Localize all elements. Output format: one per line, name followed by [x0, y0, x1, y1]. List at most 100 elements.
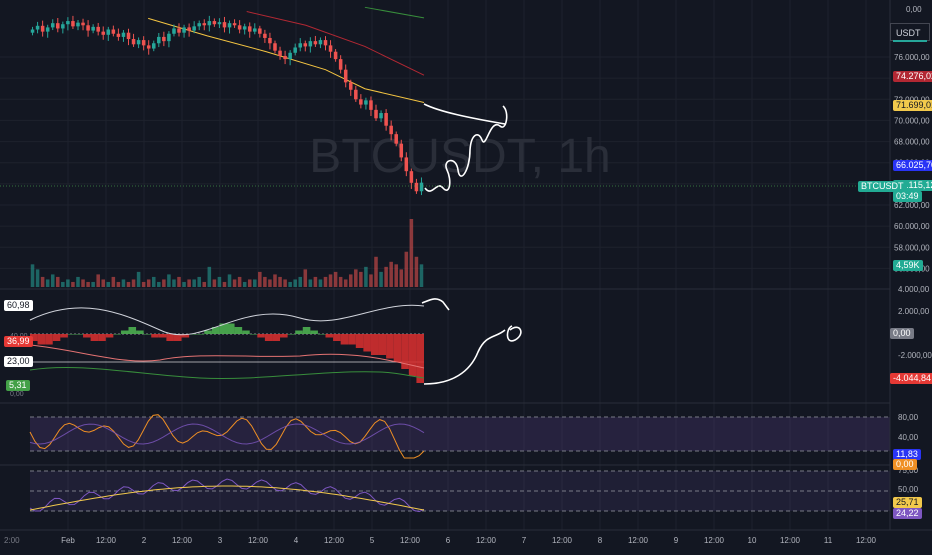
candle	[384, 109, 388, 131]
macd-histogram-bar	[181, 334, 190, 338]
candle	[81, 18, 85, 31]
scale-tick-label: 2.000,00	[898, 307, 930, 316]
candle	[263, 29, 267, 43]
macd-histogram-bar	[333, 334, 341, 341]
user-drawings[interactable]	[421, 103, 522, 385]
time-tick-label: 12:00	[324, 536, 345, 545]
price-tick-label: 62.000,00	[894, 201, 930, 210]
volume-bar	[106, 281, 111, 287]
macd-histogram-bar	[83, 334, 91, 338]
stoch-label-d: 25,71	[893, 497, 922, 508]
volume-bar	[182, 281, 186, 287]
candle	[359, 94, 363, 109]
volume-bar	[56, 276, 60, 287]
macd-histogram-bar	[264, 334, 273, 341]
macd-histogram-bar	[30, 334, 38, 341]
macd-histogram-bar	[378, 334, 387, 355]
volume-bar	[313, 276, 318, 287]
candle	[348, 79, 353, 96]
volume-bar	[141, 281, 146, 287]
scale-tick-label: 4.000,00	[898, 285, 930, 294]
price-label-ma-yellow: 71.699,01	[893, 100, 932, 111]
volume-bar	[30, 264, 35, 287]
moving-average-line	[148, 17, 425, 103]
time-axis[interactable]: Feb 12:00 2 12:00 3 12:00 4 12:00 5 12:00 6 12:00 7 1…	[61, 536, 876, 545]
volume-bar	[131, 279, 136, 287]
volume-bar	[177, 276, 181, 287]
time-tick-label: 3	[218, 536, 223, 545]
candle	[222, 16, 227, 33]
currency-button[interactable]: USDT	[890, 23, 930, 42]
volume-bar	[369, 274, 373, 287]
rsi-label-zero: 0,00	[893, 459, 917, 470]
volume-bar	[409, 219, 414, 287]
time-tick-label: 12:00	[856, 536, 877, 545]
macd-histogram-bar	[310, 330, 318, 334]
time-tick-label: 2	[142, 536, 147, 545]
price-label-blue: 66.025,70	[893, 160, 932, 171]
macd-histogram-bar	[325, 334, 334, 338]
volume-bar	[232, 279, 237, 287]
volume-bar	[404, 251, 409, 287]
volume-bar	[40, 276, 45, 287]
price-tick-label: 58.000,00	[894, 243, 930, 252]
candle	[394, 131, 398, 147]
macd-histogram-bar	[295, 330, 303, 334]
candle	[91, 24, 95, 34]
volume-bar	[167, 274, 171, 287]
candle	[61, 21, 65, 34]
candle	[86, 20, 90, 37]
volume-bar	[242, 281, 247, 287]
macd-histogram-bar	[287, 334, 296, 335]
volume-bar	[258, 271, 262, 287]
volume-bar	[61, 281, 65, 287]
candle	[268, 32, 272, 50]
price-tick-label: 76.000,00	[894, 53, 930, 62]
volume-bar	[288, 281, 292, 287]
macd-histogram-bar	[98, 334, 106, 341]
volume-bar	[374, 256, 378, 287]
candle	[121, 30, 126, 42]
macd-histogram-bar	[151, 334, 159, 338]
volume-bar	[202, 281, 207, 287]
candle	[313, 35, 318, 47]
time-tick-label: 7	[522, 536, 527, 545]
macd-histogram-bar	[211, 327, 220, 334]
price-label-countdown: 03:49	[893, 191, 922, 202]
moving-average-line	[364, 6, 425, 19]
candle	[192, 21, 196, 34]
volume-bar	[237, 276, 242, 287]
volume-bar	[333, 271, 338, 287]
volume-bar	[263, 276, 267, 287]
price-label-last: 64.115,12	[893, 180, 932, 191]
volume-bars	[30, 219, 424, 287]
macd-histogram-bar	[317, 334, 326, 335]
candle	[182, 24, 186, 38]
volume-bar	[354, 269, 358, 287]
macd-histogram-bar	[45, 334, 53, 345]
time-tick-label: 12:00	[248, 536, 269, 545]
candle	[318, 37, 323, 49]
macd-histogram-bar	[302, 327, 311, 334]
macd-histogram-bar	[67, 334, 76, 335]
time-tick-label: 4	[294, 536, 299, 545]
volume-bar	[338, 276, 343, 287]
volume-bar	[146, 279, 151, 287]
macd-histogram-bar	[370, 334, 379, 355]
macd-histogram-bar	[60, 334, 68, 338]
candle	[404, 152, 409, 177]
volume-bar	[50, 274, 55, 287]
candle	[369, 96, 373, 116]
macd-histogram-bar	[363, 334, 371, 352]
volume-bar	[247, 279, 252, 287]
volume-bar	[379, 271, 383, 287]
volume-bar	[323, 276, 328, 287]
scale-tick-label: 75,00	[898, 466, 919, 475]
volume-bar	[318, 279, 323, 287]
volume-bar	[384, 266, 388, 287]
candles[interactable]	[30, 15, 424, 196]
candle	[172, 24, 176, 37]
